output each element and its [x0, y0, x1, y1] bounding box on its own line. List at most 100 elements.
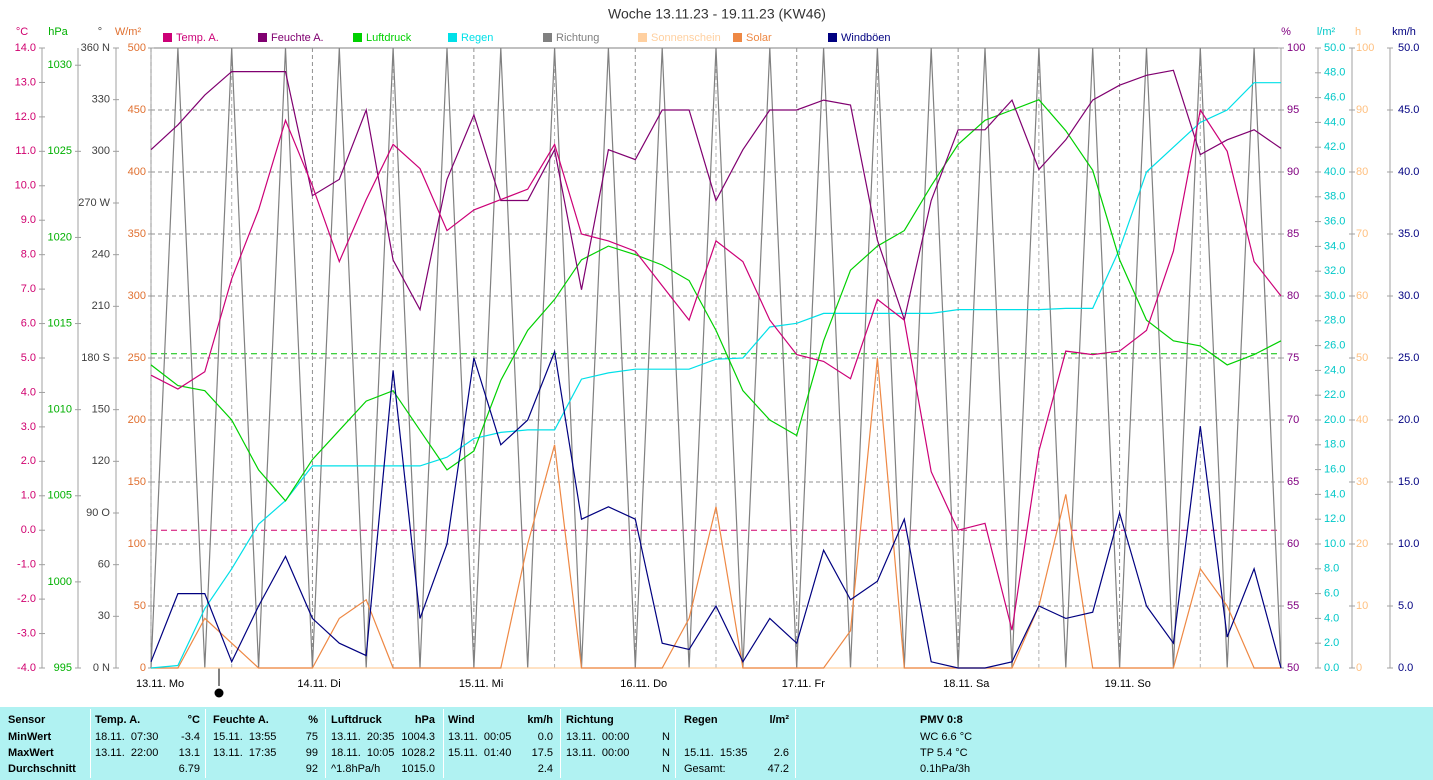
table-header: Richtung	[566, 714, 614, 726]
x-tick-label: 18.11. Sa	[943, 678, 990, 690]
pmv-value: WC 6.6 °C	[920, 731, 973, 743]
table-divider	[560, 709, 561, 778]
y-tick-label: 75	[1287, 352, 1299, 364]
y-tick-label: 120	[92, 455, 110, 467]
table-time: 15.11. 13:55	[213, 731, 277, 743]
legend-label: Sonnenschein	[651, 32, 721, 44]
legend-label: Richtung	[556, 32, 599, 44]
table-value: 13.1	[178, 747, 200, 759]
y-tick-label: 995	[54, 662, 72, 674]
y-tick-label: 500	[128, 42, 146, 54]
legend-swatch	[733, 33, 742, 42]
legend-label: Temp. A.	[176, 32, 219, 44]
y-tick-label: -1.0	[17, 559, 36, 571]
moon-icon	[214, 688, 224, 698]
legend-swatch	[163, 33, 172, 42]
y-tick-label: 15.0	[1398, 476, 1419, 488]
y-tick-label: 2.0	[21, 455, 36, 467]
table-header: Feuchte A.	[213, 714, 269, 726]
y-tick-label: 300	[92, 145, 110, 157]
y-tick-label: 5.0	[21, 352, 36, 364]
y-tick-label: 6.0	[21, 317, 36, 329]
table-unit: km/h	[527, 714, 553, 726]
series-line	[150, 108, 1282, 631]
table-divider	[795, 709, 796, 778]
legend-swatch	[543, 33, 552, 42]
table-unit: %	[308, 714, 318, 726]
table-value: 2.4	[537, 763, 553, 775]
y-tick-label: 90	[1356, 104, 1368, 116]
y-tick-label: 32.0	[1324, 265, 1345, 277]
table-value: 6.79	[178, 763, 200, 775]
y-tick-label: 50	[1287, 662, 1299, 674]
table-time: 18.11. 10:05	[331, 747, 395, 759]
y-tick-label: 1020	[48, 231, 72, 243]
table-header: Regen	[684, 714, 718, 726]
y-tick-label: 7.0	[21, 283, 36, 295]
table-time: 13.11. 22:00	[95, 747, 159, 759]
x-tick-label: 14.11. Di	[297, 678, 340, 690]
table-value: 17.5	[531, 747, 553, 759]
y-tick-label: 10.0	[1398, 538, 1419, 550]
y-tick-label: 1025	[48, 145, 72, 157]
y-tick-label: 100	[1356, 42, 1374, 54]
y-tick-label: 4.0	[1324, 612, 1339, 624]
table-unit: hPa	[414, 714, 435, 726]
y-tick-label: 100	[128, 538, 146, 550]
y-tick-label: 50.0	[1398, 42, 1419, 54]
y-tick-label: 20.0	[1324, 414, 1345, 426]
y-tick-label: 1015	[48, 317, 72, 329]
table-value: -3.4	[181, 731, 200, 743]
y-tick-label: 1.0	[21, 490, 36, 502]
x-tick-label: 16.11. Do	[620, 678, 667, 690]
y-tick-label: 60	[1356, 290, 1368, 302]
legend-swatch	[828, 33, 837, 42]
y-tick-label: 100	[1287, 42, 1305, 54]
y-tick-label: 34.0	[1324, 240, 1345, 252]
y-tick-label: 85	[1287, 228, 1299, 240]
y-tick-label: 0 N	[93, 662, 110, 674]
stats-table: Sensor MinWert MaxWert Durchschnitt Temp. A.…	[0, 707, 1433, 780]
axis-unit: °C	[16, 26, 28, 38]
y-tick-label: 10.0	[1324, 538, 1345, 550]
legend-label: Windböen	[841, 32, 891, 44]
y-tick-label: 30.0	[1324, 290, 1345, 302]
y-tick-label: 45.0	[1398, 104, 1419, 116]
y-tick-label: 11.0	[15, 145, 36, 157]
y-tick-label: 6.0	[1324, 588, 1339, 600]
y-tick-label: 36.0	[1324, 216, 1345, 228]
y-tick-label: 80	[1356, 166, 1368, 178]
y-tick-label: 44.0	[1324, 116, 1345, 128]
y-tick-label: 10	[1356, 600, 1368, 612]
y-tick-label: 30.0	[1398, 290, 1419, 302]
table-value: 99	[305, 747, 318, 759]
y-tick-label: 150	[92, 404, 110, 416]
axis-unit: l/m²	[1317, 26, 1336, 38]
y-tick-label: 4.0	[21, 386, 36, 398]
pmv-value: TP 5.4 °C	[920, 747, 968, 759]
series-line	[150, 349, 1282, 669]
table-value: 47.2	[767, 763, 789, 775]
y-tick-label: 8.0	[1324, 563, 1339, 575]
table-divider	[325, 709, 326, 778]
x-tick-label: 13.11. Mo	[136, 678, 184, 690]
y-tick-label: 80	[1287, 290, 1299, 302]
axis-unit: °	[98, 26, 102, 38]
table-value: 2.6	[773, 747, 789, 759]
legend-swatch	[353, 33, 362, 42]
table-header: Luftdruck	[331, 714, 382, 726]
y-tick-label: 90	[1287, 166, 1299, 178]
series-line	[150, 82, 1281, 669]
y-tick-label: 48.0	[1324, 67, 1345, 79]
y-tick-label: 60	[98, 559, 110, 571]
x-tick-label: 17.11. Fr	[782, 678, 826, 690]
y-tick-label: 250	[128, 352, 146, 364]
y-tick-label: 28.0	[1324, 315, 1345, 327]
y-tick-label: 330	[92, 94, 110, 106]
y-tick-label: 60	[1287, 538, 1299, 550]
y-tick-label: 300	[128, 290, 146, 302]
y-tick-label: 18.0	[1324, 439, 1345, 451]
table-value: 1015.0	[401, 763, 435, 775]
table-time: 13.11. 00:00	[566, 747, 630, 759]
